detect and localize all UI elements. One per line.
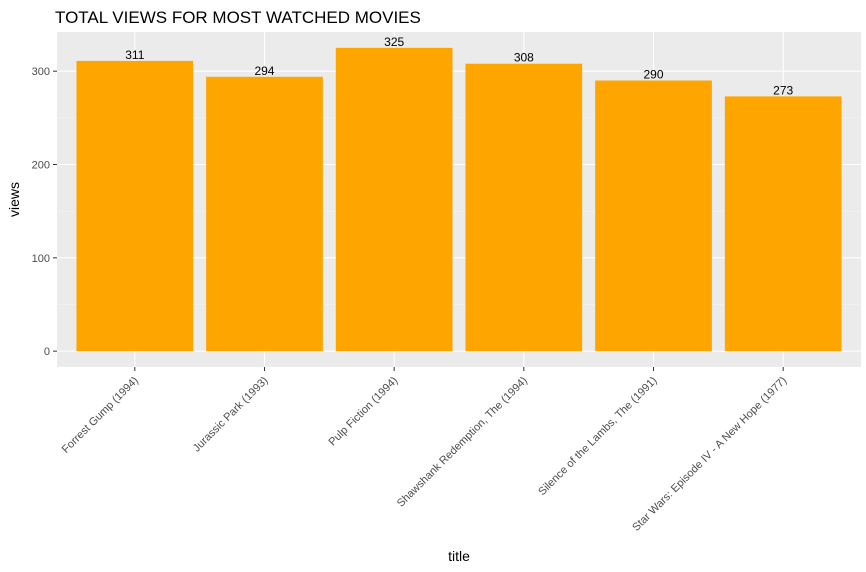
y-tick-label: 200 — [32, 160, 50, 172]
x-tick-label: Shawshank Redemption, The (1994) — [395, 375, 530, 510]
x-axis: Forrest Gump (1994) Jurassic Park (1993) P… — [60, 367, 789, 534]
x-tick-label: Jurassic Park (1993) — [191, 375, 271, 455]
bar — [76, 60, 194, 352]
y-axis-title: views — [6, 182, 22, 217]
data-label: 290 — [644, 68, 664, 82]
x-tick-label: Forrest Gump (1994) — [60, 375, 141, 456]
x-tick-label: Silence of the Lambs, The (1991) — [536, 375, 659, 498]
y-tick-label: 100 — [32, 253, 50, 265]
data-label: 308 — [514, 51, 534, 65]
data-label: 294 — [254, 64, 274, 78]
x-tick-label: Star Wars: Episode IV - A New Hope (1977… — [630, 375, 789, 534]
y-tick-label: 300 — [32, 66, 50, 78]
x-tick-label: Pulp Fiction (1994) — [327, 375, 401, 449]
bar — [465, 63, 583, 352]
y-tick-label: 0 — [44, 346, 50, 358]
data-label: 311 — [125, 48, 144, 62]
bar — [206, 76, 323, 352]
bars — [76, 47, 842, 352]
x-axis-title: title — [448, 548, 470, 564]
data-labels: 311 294 325 308 290 273 — [125, 35, 793, 98]
data-label: 325 — [384, 35, 404, 49]
bar — [595, 80, 712, 352]
bar — [335, 47, 453, 352]
y-axis: 0 100 200 300 — [32, 66, 57, 358]
bar — [724, 96, 842, 352]
chart-title: TOTAL VIEWS FOR MOST WATCHED MOVIES — [55, 8, 421, 27]
data-label: 273 — [773, 83, 793, 97]
